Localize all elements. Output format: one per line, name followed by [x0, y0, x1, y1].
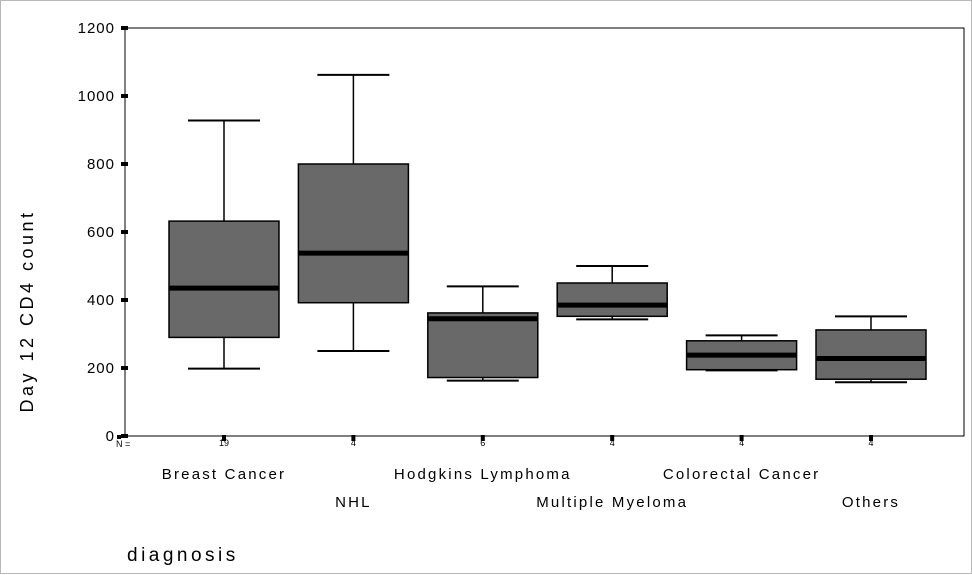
n-prefix-label: N = — [116, 439, 130, 449]
y-tick-label: 600 — [87, 224, 115, 241]
n-label: 4 — [610, 438, 615, 448]
iqr-box — [297, 163, 410, 304]
n-label: 19 — [219, 438, 229, 448]
x-tick-mark — [869, 435, 873, 441]
x-tick-mark — [610, 435, 615, 441]
category-label: Breast Cancer — [162, 466, 286, 483]
iqr-box — [168, 220, 280, 339]
n-label: 4 — [739, 438, 744, 448]
y-tick-mark — [121, 26, 128, 30]
box-3 — [556, 265, 668, 321]
n-axis-marker — [117, 435, 121, 439]
box-0 — [168, 119, 280, 370]
y-axis-label: Day 12 CD4 count — [17, 209, 37, 412]
y-tick-label: 800 — [87, 156, 115, 173]
iqr-box — [556, 282, 668, 318]
box-1 — [297, 73, 410, 352]
y-tick-mark — [121, 434, 128, 438]
box-5 — [815, 315, 927, 384]
boxes — [168, 73, 927, 384]
y-tick-mark — [121, 230, 128, 234]
category-label: NHL — [335, 494, 372, 511]
x-tick-mark — [222, 435, 226, 441]
y-tick-mark — [121, 298, 128, 302]
y-tick-mark — [121, 366, 128, 370]
y-tick-label: 1200 — [78, 20, 115, 37]
y-tick-mark — [121, 94, 128, 98]
box-2 — [427, 285, 539, 382]
n-label: 4 — [351, 438, 356, 448]
y-tick-label: 1000 — [78, 88, 115, 105]
category-label: Multiple Myeloma — [536, 494, 688, 511]
y-axis: 0 200 400 600 800 1000 1200 — [78, 20, 128, 445]
x-axis: 19 Breast Cancer 4 NHL 6 Hodgkins Lymphoma 4 Mu… — [117, 435, 900, 511]
x-tick-mark — [351, 435, 356, 441]
y-tick-mark — [121, 162, 128, 166]
y-tick-label: 200 — [87, 360, 115, 377]
n-label: 4 — [868, 438, 873, 448]
box-4 — [685, 334, 798, 372]
category-label: Others — [842, 494, 900, 511]
y-tick-label: 400 — [87, 292, 115, 309]
x-tick-mark — [739, 435, 744, 441]
category-label: Hodgkins Lymphoma — [394, 466, 572, 483]
iqr-box — [427, 312, 539, 379]
x-tick-mark — [480, 435, 485, 441]
y-tick-label: 0 — [106, 428, 115, 445]
x-axis-label: diagnosis — [127, 545, 239, 566]
category-label: Colorectal Cancer — [663, 466, 820, 483]
iqr-box — [815, 329, 927, 380]
n-label: 6 — [480, 438, 485, 448]
